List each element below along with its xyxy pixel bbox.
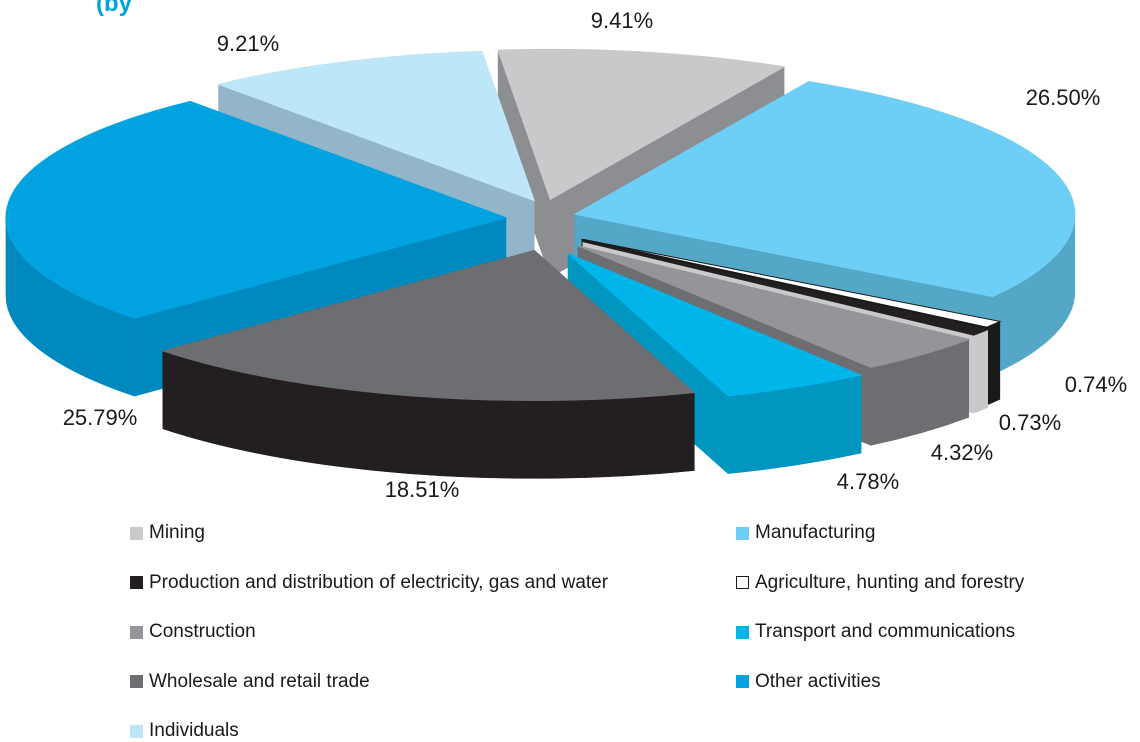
pie-slice-top (216, 50, 536, 202)
pie-slice-rim (986, 321, 1001, 406)
legend-swatch (130, 576, 143, 589)
legend-swatch (130, 625, 143, 639)
legend-swatch (130, 526, 143, 540)
pie-slice-top (582, 241, 990, 336)
legend-label: Production and distribution of electrici… (149, 571, 609, 593)
pie-slice-top (5, 100, 508, 319)
legend-item: Individuals (130, 720, 239, 742)
pie-slice-top (567, 253, 863, 397)
slice-value-label: 0.73% (999, 410, 1061, 435)
legend-item: Manufacturing (736, 522, 875, 544)
legend-item: Transport and communications (736, 621, 1015, 643)
chart-title-fragment: (by (96, 0, 132, 17)
legend-label: Manufacturing (755, 522, 876, 543)
legend-label: Agriculture, hunting and forestry (755, 571, 1025, 593)
legend-item: Mining (130, 522, 205, 544)
pie-slice-top (573, 81, 1076, 298)
legend-item: Production and distribution of electrici… (130, 572, 608, 594)
legend-item: Other activities (736, 671, 881, 693)
legend-label: Individuals (149, 720, 239, 741)
legend-swatch (736, 675, 749, 688)
legend-item: Wholesale and retail trade (130, 671, 370, 693)
slice-value-label: 9.21% (217, 31, 279, 56)
legend-label: Other activities (755, 670, 881, 692)
legend-label: Mining (149, 522, 205, 543)
legend-swatch (130, 724, 143, 738)
legend-label: Transport and communications (755, 621, 1016, 642)
slice-value-label: 0.74% (1065, 372, 1127, 397)
slice-value-label: 9.41% (591, 8, 653, 33)
legend-item: Construction (130, 621, 256, 643)
legend-swatch (130, 675, 143, 688)
legend-swatch (736, 625, 749, 639)
legend-label: Construction (149, 621, 256, 642)
legend-swatch (736, 576, 749, 589)
legend-swatch (736, 526, 749, 540)
pie-slice-top (497, 48, 786, 201)
slice-value-label: 25.79% (63, 405, 138, 430)
pie-slice-top (577, 245, 971, 368)
pie-slice-top (581, 238, 1002, 328)
slice-value-label: 4.78% (837, 469, 899, 494)
pie-slice-wholesale-and-retail-trade (161, 249, 696, 479)
legend-item: Agriculture, hunting and forestry (736, 572, 1024, 594)
slice-value-label: 4.32% (931, 440, 993, 465)
pie-slice-top (161, 249, 696, 401)
legend-label: Wholesale and retail trade (149, 670, 370, 692)
pie-slice-rim (973, 329, 988, 414)
slice-value-label: 26.50% (1026, 85, 1101, 110)
slice-value-label: 18.51% (385, 477, 460, 502)
